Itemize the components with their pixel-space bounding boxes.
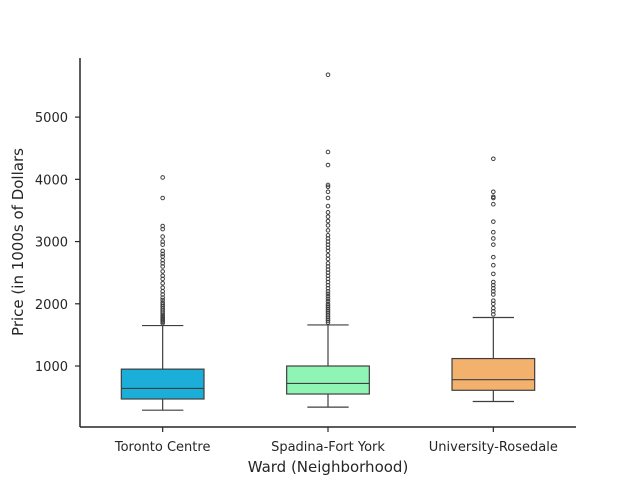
outlier-point bbox=[325, 294, 331, 299]
box-iqr bbox=[286, 365, 370, 395]
outlier-point bbox=[491, 189, 496, 195]
box-group bbox=[451, 156, 536, 403]
outlier-point bbox=[491, 156, 496, 162]
outlier-point bbox=[325, 182, 331, 188]
x-tick-label: Toronto Centre bbox=[114, 440, 211, 455]
outlier-point bbox=[160, 302, 165, 307]
outlier-point bbox=[491, 271, 496, 277]
outlier-point bbox=[160, 254, 165, 259]
outlier-point bbox=[491, 229, 496, 235]
outlier-point bbox=[325, 210, 331, 215]
y-axis-ticks: 1000 2000 3000 4000 5000 bbox=[35, 111, 80, 375]
outlier-point bbox=[491, 298, 496, 303]
outlier-point bbox=[491, 254, 496, 260]
outlier-point bbox=[160, 269, 165, 274]
outlier-point bbox=[491, 219, 496, 224]
outlier-point bbox=[160, 248, 165, 254]
outlier-point bbox=[325, 223, 331, 228]
outlier-point bbox=[160, 234, 165, 239]
y-axis-label: Price (in 1000s of Dollars bbox=[9, 148, 27, 336]
outlier-point bbox=[160, 297, 165, 303]
outlier-point bbox=[160, 285, 165, 290]
outlier-point bbox=[160, 195, 165, 201]
outlier-point bbox=[325, 214, 331, 219]
outlier-point bbox=[325, 296, 331, 302]
outlier-point bbox=[325, 218, 331, 224]
outlier-point bbox=[325, 203, 331, 209]
outlier-point bbox=[325, 228, 331, 233]
outlier-point bbox=[160, 280, 165, 286]
outlier-point bbox=[325, 189, 331, 195]
outlier-point bbox=[325, 233, 331, 238]
outlier-point bbox=[325, 252, 331, 258]
outlier-point bbox=[325, 72, 331, 78]
y-tick-label: 4000 bbox=[35, 173, 68, 188]
outlier-point bbox=[160, 273, 165, 279]
outlier-point bbox=[325, 195, 331, 201]
outlier-point bbox=[325, 256, 331, 262]
y-tick-label: 3000 bbox=[35, 236, 68, 251]
y-tick-label: 2000 bbox=[35, 298, 68, 313]
outlier-point bbox=[491, 279, 496, 285]
x-axis-ticks: Toronto Centre Spadina-Fort York Universit… bbox=[114, 427, 558, 455]
outlier-point bbox=[325, 162, 331, 168]
outlier-point bbox=[160, 239, 165, 244]
y-tick-label: 1000 bbox=[35, 360, 68, 375]
y-tick-label: 5000 bbox=[35, 111, 68, 126]
x-tick-label: University-Rosedale bbox=[429, 440, 558, 455]
box-group bbox=[286, 72, 370, 408]
outlier-point bbox=[325, 301, 331, 307]
outlier-point bbox=[491, 242, 496, 247]
outlier-point bbox=[325, 149, 331, 155]
x-axis-label: Ward (Neighborhood) bbox=[248, 458, 409, 476]
outlier-point bbox=[325, 299, 331, 304]
outlier-point bbox=[491, 201, 496, 207]
outlier-point bbox=[325, 303, 331, 308]
outlier-point bbox=[491, 194, 496, 200]
outlier-point bbox=[325, 261, 331, 266]
outlier-point bbox=[491, 305, 496, 311]
x-tick-label: Spadina-Fort York bbox=[271, 440, 385, 455]
box-group bbox=[120, 175, 205, 411]
box-iqr bbox=[451, 357, 536, 391]
outlier-point bbox=[160, 300, 165, 305]
box-iqr bbox=[120, 368, 205, 400]
outlier-point bbox=[491, 236, 496, 241]
outlier-point bbox=[325, 184, 331, 190]
outlier-point bbox=[160, 175, 165, 180]
boxes-layer bbox=[120, 72, 536, 411]
outlier-point bbox=[325, 291, 331, 297]
outlier-point bbox=[491, 262, 496, 268]
outlier-point bbox=[160, 223, 165, 229]
